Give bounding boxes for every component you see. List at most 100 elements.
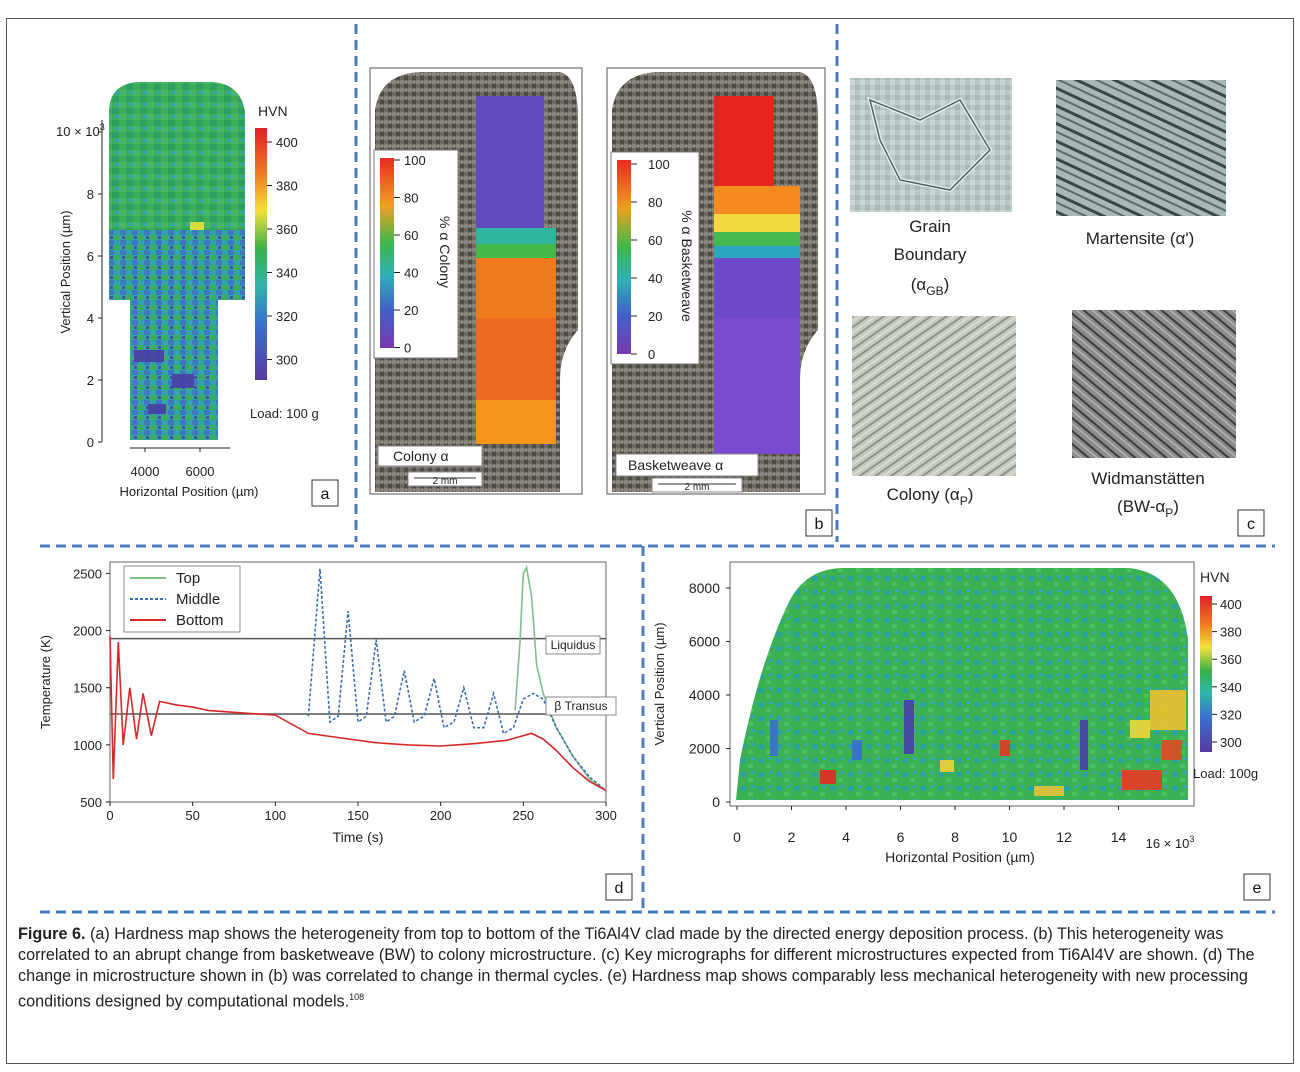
x-exp-label-e: 16 × 103 [1146, 834, 1195, 851]
basketweave-tick: 20 [648, 309, 662, 324]
x-tick-e: 2 [788, 829, 796, 845]
x-tick-e: 10 [1002, 829, 1018, 845]
caption-ref: 108 [349, 992, 365, 1002]
y-tick-a: 6 [87, 249, 94, 264]
label-colony: Colony (αP) [887, 485, 974, 508]
y-tick-d: 2000 [73, 624, 102, 639]
basketweave-tick: 40 [648, 271, 662, 286]
y-tick-a: 0 [87, 435, 94, 450]
x-tick-d: 50 [185, 808, 199, 823]
y-tick-d: 1000 [73, 738, 102, 753]
x-axis-label-e: Horizontal Position (µm) [885, 849, 1035, 865]
figure-caption: Figure 6. (a) Hardness map shows the het… [18, 924, 1284, 1012]
y-axis-label-a: Vertical Position (µm) [58, 210, 73, 333]
legend-middle: Middle [176, 591, 220, 608]
x-tick-e: 4 [842, 829, 850, 845]
colony-tick: 40 [404, 266, 418, 281]
colorbar-tick-e: 340 [1220, 680, 1242, 695]
caption-text: (a) Hardness map shows the heterogeneity… [18, 925, 1255, 1011]
basketweave-axis-label: % α Basketweave [679, 210, 695, 322]
x-tick-d: 200 [430, 808, 452, 823]
colony-tick: 0 [404, 341, 411, 356]
colony-tick: 60 [404, 228, 418, 243]
panel-a: 0 2 4 6 8 10 × 103 4000 6000 Horizontal Posit… [56, 82, 339, 507]
y-tick-a-top: 10 × 103 [56, 122, 105, 139]
y-axis-label-d: Temperature (K) [38, 635, 53, 729]
panel-label-c: c [1247, 516, 1255, 533]
y-tick-e: 0 [712, 794, 720, 810]
legend-top: Top [176, 570, 200, 587]
panel-label-b: b [815, 516, 824, 533]
colorbar-tick-e: 300 [1220, 735, 1242, 750]
load-label-e: Load: 100g [1193, 766, 1258, 781]
colorbar-tick-a: 380 [276, 179, 298, 194]
colorbar-colony [380, 158, 394, 348]
hardness-map-e [736, 568, 1188, 800]
panel-c: Grain Boundary (αGB) Martensite (α') Col… [850, 78, 1265, 537]
panel-d: Liquidus β Transus Top Middle Bottom 50 0… [38, 561, 633, 901]
basketweave-tick: 100 [648, 157, 670, 172]
beta-transus-label: β Transus [554, 699, 607, 713]
load-label-a: Load: 100 g [250, 406, 319, 421]
x-axis-label-a: Horizontal Position (µm) [120, 484, 259, 499]
colorbar-tick-a: 400 [276, 135, 298, 150]
x-tick-d: 0 [106, 808, 113, 823]
colorbar-tick-e: 400 [1220, 597, 1242, 612]
x-tick-a: 4000 [131, 464, 160, 479]
basketweave-caption: Basketweave α [628, 457, 723, 473]
panel-label-e: e [1253, 880, 1262, 897]
basketweave-tick: 80 [648, 195, 662, 210]
micrograph-widmanstatten [1072, 310, 1236, 458]
x-tick-a: 6000 [186, 464, 215, 479]
micrograph-colony-c [852, 316, 1016, 476]
legend-bottom: Bottom [176, 612, 224, 629]
colony-tick: 100 [404, 153, 426, 168]
label-grain-symbol: (αGB) [911, 275, 950, 298]
x-tick-e: 0 [733, 829, 741, 845]
colony-tick: 20 [404, 303, 418, 318]
colorbar-basketweave [617, 160, 631, 354]
panel-e: 0 2000 4000 6000 8000 0 2 4 6 8 10 12 14 16 × 103 H… [652, 561, 1271, 901]
x-tick-d: 100 [264, 808, 286, 823]
y-tick-d: 1500 [73, 681, 102, 696]
label-widmanstatten-line2: (BW-αP) [1117, 497, 1179, 520]
colorbar-title-e: HVN [1200, 569, 1230, 585]
caption-label: Figure 6. [18, 925, 86, 943]
liquidus-label: Liquidus [551, 638, 596, 652]
series-middle [307, 568, 607, 792]
colony-axis-label: % α Colony [437, 216, 453, 288]
colorbar-title-a: HVN [258, 103, 288, 119]
y-tick-e: 4000 [689, 687, 720, 703]
micrograph-martensite [1056, 80, 1226, 216]
y-tick-a: 2 [87, 373, 94, 388]
x-tick-d: 300 [595, 808, 617, 823]
colorbar-tick-a: 320 [276, 309, 298, 324]
y-tick-d: 2500 [73, 566, 102, 581]
y-tick-a: 4 [87, 311, 94, 326]
basketweave-tick: 60 [648, 233, 662, 248]
x-tick-d: 250 [512, 808, 534, 823]
x-tick-e: 6 [897, 829, 905, 845]
label-martensite: Martensite (α') [1086, 229, 1194, 248]
x-tick-d: 150 [347, 808, 369, 823]
panel-label-d: d [615, 880, 624, 897]
figure-frame [6, 18, 1294, 1064]
label-grain-line1: Grain [909, 217, 951, 236]
y-axis-label-e: Vertical Position (µm) [652, 622, 667, 745]
y-tick-e: 2000 [689, 741, 720, 757]
colorbar-tick-a: 360 [276, 222, 298, 237]
x-tick-e: 12 [1056, 829, 1072, 845]
y-tick-a: 8 [87, 187, 94, 202]
label-widmanstatten-line1: Widmanstätten [1091, 469, 1204, 488]
scale-bar-left: 2 mm [433, 476, 458, 487]
colorbar-a [255, 128, 267, 380]
scale-bar-right: 2 mm [685, 482, 710, 493]
panel-separators [40, 24, 1275, 914]
colorbar-e [1200, 596, 1212, 752]
colorbar-tick-e: 320 [1220, 707, 1242, 722]
x-axis-label-d: Time (s) [333, 829, 384, 845]
colorbar-tick-a: 340 [276, 266, 298, 281]
colony-caption: Colony α [393, 448, 449, 464]
colorbar-tick-a: 300 [276, 353, 298, 368]
hardness-map-a-lower [109, 230, 245, 440]
